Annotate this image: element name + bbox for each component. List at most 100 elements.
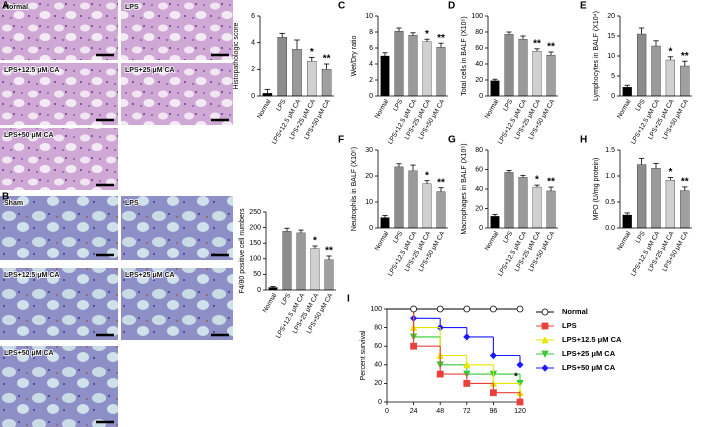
x-tick-label: Normal (484, 230, 501, 252)
y-tick-label: 100 (249, 256, 261, 263)
x-tick-label: LPS (502, 230, 515, 245)
legend-marker (541, 322, 549, 330)
y-tick-label: 60 (475, 45, 483, 52)
y-axis-label: Neutrophils in BALF (X10⁵) (351, 147, 358, 231)
marker (463, 333, 471, 341)
panel-label: C (338, 1, 345, 12)
histology-image (0, 268, 118, 340)
bar (504, 34, 514, 97)
marker (436, 305, 444, 313)
y-axis-label: Lymphocytes in BALF (X10⁴) (593, 11, 600, 101)
legend-label: LPS+25 μM CA (562, 349, 616, 358)
significance-mark: * (668, 46, 672, 57)
x-tick-label: LPS (502, 98, 515, 113)
bar (422, 41, 432, 97)
legend-marker (541, 336, 549, 344)
legend-marker (541, 350, 549, 358)
image-label: LPS+25 μM CA (125, 272, 175, 279)
bar (665, 59, 676, 97)
y-tick-label: 4 (369, 61, 373, 68)
bar (277, 37, 287, 97)
y-tick-label: 200 (249, 224, 261, 231)
y-tick-label: 20 (475, 77, 483, 84)
x-tick-label: Normal (256, 98, 273, 120)
marker (489, 305, 497, 313)
bar (665, 180, 676, 229)
histology-image (121, 268, 233, 340)
x-tick-label: Normal (262, 292, 279, 314)
significance-mark: ** (533, 38, 541, 49)
x-tick-label: 72 (463, 408, 471, 415)
y-tick-label: 20 (475, 205, 483, 212)
marker (516, 398, 524, 406)
x-tick-label: 48 (436, 408, 444, 415)
panel-label: A (2, 1, 9, 12)
bar (296, 232, 306, 291)
bar (651, 168, 661, 229)
bar (408, 170, 418, 229)
bar (636, 164, 647, 229)
bar (422, 183, 432, 229)
x-tick-label: LPS (635, 98, 648, 113)
y-tick-label: 15 (607, 33, 615, 40)
y-tick-label: 40 (475, 186, 483, 193)
legend-label: Normal (562, 307, 588, 316)
bar (408, 35, 418, 97)
bar (546, 190, 556, 229)
bar (622, 214, 632, 229)
y-tick-label: 80 (475, 147, 483, 154)
bar (546, 55, 556, 97)
panel-label: E (580, 1, 587, 12)
y-tick-label: 0 (251, 93, 255, 100)
y-tick-label: 20 (365, 173, 373, 180)
histology-image (121, 196, 233, 260)
y-tick-label: 10 (365, 199, 373, 206)
panel-label: H (580, 135, 587, 146)
y-tick-label: 20 (607, 13, 615, 20)
legend-label: LPS (562, 321, 577, 330)
panel-label: D (448, 1, 455, 12)
bar (504, 172, 514, 229)
bar (307, 61, 317, 97)
x-tick-label: Normal (616, 98, 633, 120)
image-label: LPS (125, 200, 139, 207)
bar (680, 65, 690, 97)
y-tick-label: 80 (374, 324, 382, 331)
significance-mark: ** (323, 54, 331, 65)
x-tick-label: LPS (280, 292, 293, 307)
x-tick-label: LPS (275, 98, 288, 113)
marker (489, 389, 497, 397)
histology-image (0, 63, 118, 125)
y-tick-label: 80 (475, 29, 483, 36)
x-tick-label: 0 (385, 408, 389, 415)
y-tick-label: 100 (370, 306, 382, 313)
marker (516, 361, 524, 369)
histology-image (0, 128, 118, 190)
panel-label: B (2, 192, 9, 203)
significance-mark: ** (547, 42, 555, 53)
significance-mark: ** (325, 246, 333, 257)
bar (651, 45, 661, 97)
marker (410, 342, 418, 350)
significance-mark: * (310, 47, 314, 58)
y-axis-label: Wet/Dry ratio (351, 36, 358, 77)
y-tick-label: 8 (369, 29, 373, 36)
image-label: Normal (4, 4, 28, 11)
y-tick-label: 20 (374, 380, 382, 387)
significance-mark: ** (547, 177, 555, 188)
x-tick-label: LPS (392, 98, 405, 113)
y-tick-label: 0.0 (605, 225, 615, 232)
y-axis-label: Histopathologic score (233, 22, 240, 89)
bar (282, 231, 292, 291)
image-label: LPS+12.5 μM CA (4, 67, 59, 74)
y-tick-label: 0 (257, 287, 261, 294)
x-tick-label: Normal (484, 98, 501, 120)
y-tick-label: 40 (475, 61, 483, 68)
y-axis-label: F4/80 positive cell numbers (239, 208, 246, 294)
significance-mark: * (313, 236, 317, 247)
bar (310, 248, 320, 291)
bar (324, 259, 334, 291)
x-tick-label: Normal (374, 230, 391, 252)
y-tick-label: 6 (369, 45, 373, 52)
y-tick-label: 250 (249, 209, 261, 216)
